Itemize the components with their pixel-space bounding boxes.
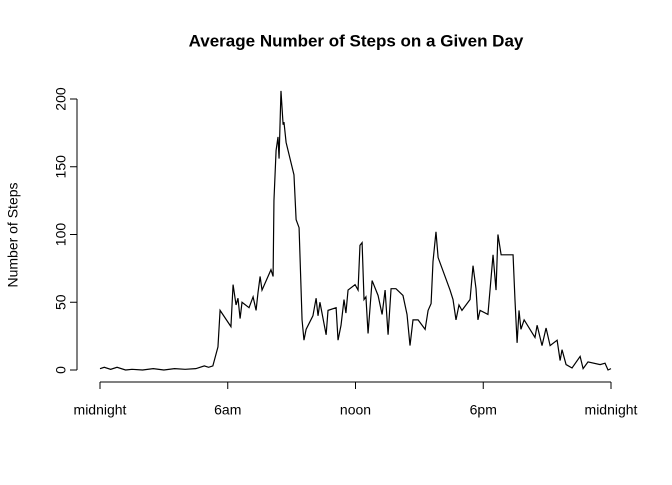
y-tick-label: 100 (53, 223, 69, 247)
y-axis-label: Number of Steps (5, 182, 21, 287)
y-tick-label: 150 (53, 155, 69, 179)
y-tick-label: 50 (53, 294, 69, 310)
x-tick-label: 6pm (470, 402, 497, 418)
chart-title: Average Number of Steps on a Given Day (189, 31, 524, 50)
x-tick-label: midnight (74, 402, 127, 418)
x-tick-label: 6am (214, 402, 241, 418)
x-tick-label: noon (340, 402, 371, 418)
y-tick-label: 200 (53, 87, 69, 111)
x-tick-label: midnight (585, 402, 638, 418)
data-line (99, 90, 612, 371)
y-tick-label: 0 (53, 366, 69, 374)
